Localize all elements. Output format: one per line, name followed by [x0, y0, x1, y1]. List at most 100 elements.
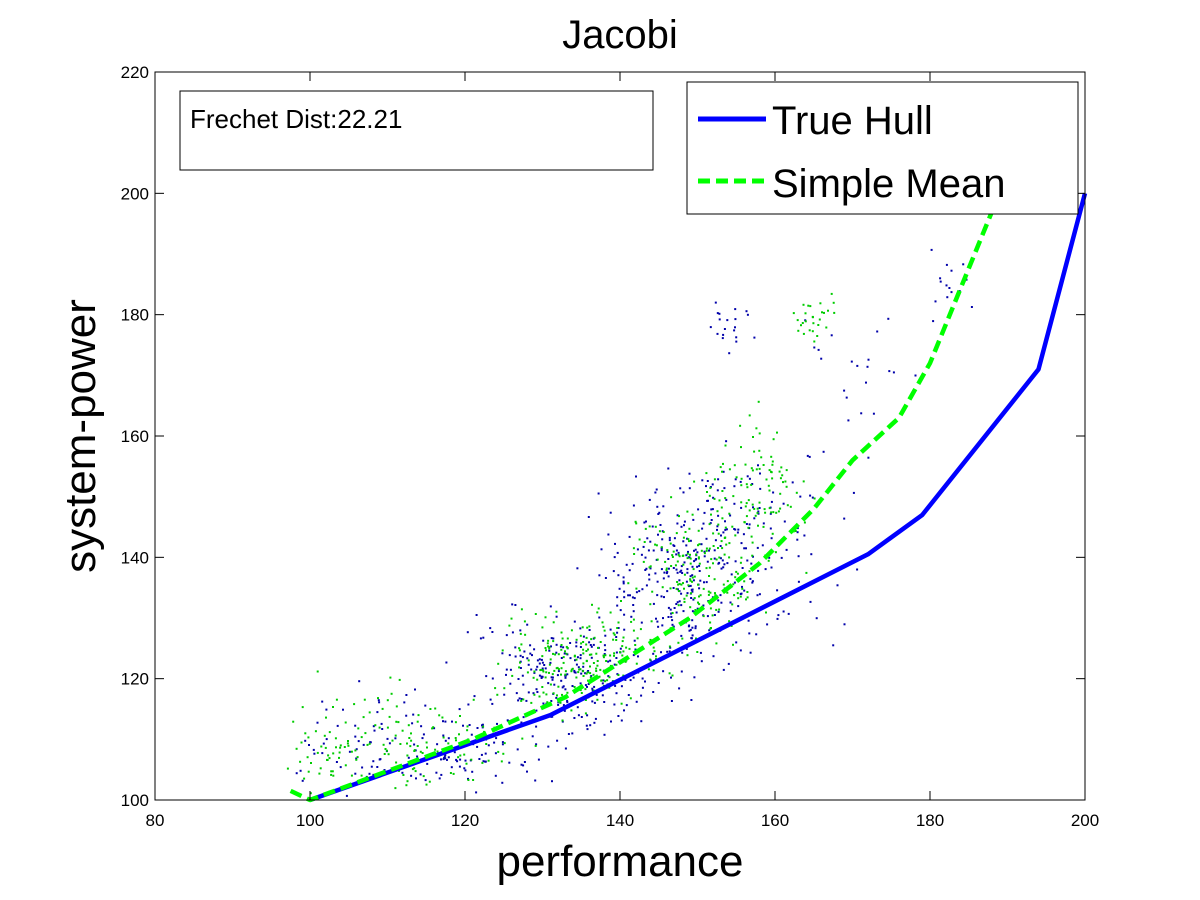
scatter-point [830, 334, 833, 337]
scatter-point [643, 541, 646, 543]
scatter-point [585, 636, 588, 639]
scatter-point [575, 676, 578, 679]
scatter-point [372, 725, 375, 728]
scatter-point [787, 612, 790, 615]
scatter-point [811, 330, 814, 333]
scatter-point [591, 689, 594, 692]
scatter-point [467, 779, 470, 781]
scatter-point [755, 633, 758, 636]
scatter-point [656, 620, 659, 623]
scatter-point [892, 371, 895, 374]
scatter-point [307, 770, 310, 773]
scatter-point [577, 671, 580, 674]
scatter-point [668, 536, 671, 539]
scatter-point [620, 685, 623, 688]
scatter-point [295, 747, 298, 750]
scatter-point [584, 688, 587, 691]
scatter-point [729, 514, 732, 517]
scatter-point [303, 777, 306, 780]
scatter-point [561, 720, 564, 723]
scatter-point [534, 779, 537, 782]
scatter-point [741, 585, 743, 588]
scatter-point [616, 631, 619, 634]
scatter-point [656, 558, 659, 561]
scatter-point [914, 374, 917, 377]
scatter-point [723, 487, 726, 490]
scatter-point [609, 628, 612, 631]
scatter-point [751, 503, 754, 506]
scatter-point [735, 476, 738, 479]
scatter-point [673, 607, 676, 609]
scatter-point [411, 768, 414, 771]
scatter-point [655, 617, 657, 620]
scatter-point [468, 724, 471, 726]
scatter-point [573, 717, 576, 719]
scatter-point [394, 737, 397, 740]
scatter-point [845, 396, 848, 399]
scatter-point [607, 660, 610, 663]
scatter-point [548, 649, 551, 652]
scatter-point [768, 507, 771, 510]
scatter-point [546, 642, 549, 645]
scatter-point [520, 763, 523, 766]
scatter-point [721, 337, 724, 340]
scatter-point [553, 669, 556, 672]
scatter-point [681, 637, 684, 640]
scatter-point [803, 521, 806, 524]
scatter-point [642, 560, 645, 563]
scatter-point [548, 647, 551, 650]
x-tick-label: 140 [606, 811, 634, 830]
scatter-point [328, 731, 331, 734]
scatter-point [638, 538, 641, 541]
scatter-point [508, 624, 511, 627]
scatter-point [724, 528, 727, 531]
scatter-point [343, 746, 346, 748]
scatter-point [662, 617, 664, 620]
scatter-point [464, 759, 467, 762]
scatter-point [386, 726, 389, 729]
scatter-point [673, 537, 676, 540]
scatter-point [335, 698, 338, 701]
scatter-point [630, 620, 633, 623]
scatter-point [832, 644, 835, 647]
scatter-point [521, 737, 524, 740]
scatter-point [516, 748, 519, 751]
scatter-point [518, 647, 521, 650]
scatter-point [635, 522, 638, 525]
scatter-point [580, 642, 583, 645]
scatter-point [779, 492, 782, 495]
scatter-point [470, 733, 473, 736]
scatter-point [806, 454, 809, 457]
scatter-point [603, 629, 606, 632]
scatter-point [604, 654, 607, 657]
scatter-point [668, 645, 671, 648]
scatter-point [759, 472, 761, 475]
scatter-point [372, 760, 375, 763]
scatter-point [705, 472, 708, 475]
scatter-point [661, 586, 664, 589]
scatter-point [561, 693, 563, 696]
scatter-point [310, 762, 312, 764]
scatter-point [725, 440, 728, 443]
scatter-point [697, 556, 700, 559]
scatter-point [860, 412, 863, 415]
scatter-point [597, 607, 600, 610]
scatter-point [452, 772, 455, 775]
scatter-point [675, 603, 678, 605]
scatter-point [458, 733, 460, 736]
scatter-point [550, 645, 552, 648]
scatter-point [560, 667, 563, 670]
scatter-point [619, 609, 622, 612]
scatter-point [641, 677, 644, 680]
scatter-point [770, 566, 773, 569]
scatter-point [354, 749, 357, 752]
scatter-point [635, 700, 638, 703]
scatter-point [318, 772, 321, 775]
scatter-point [541, 675, 544, 678]
scatter-point [791, 481, 794, 484]
scatter-point [946, 296, 949, 299]
scatter-point [366, 743, 369, 746]
scatter-point [687, 538, 690, 541]
scatter-point [549, 658, 552, 661]
scatter-point [547, 745, 550, 748]
